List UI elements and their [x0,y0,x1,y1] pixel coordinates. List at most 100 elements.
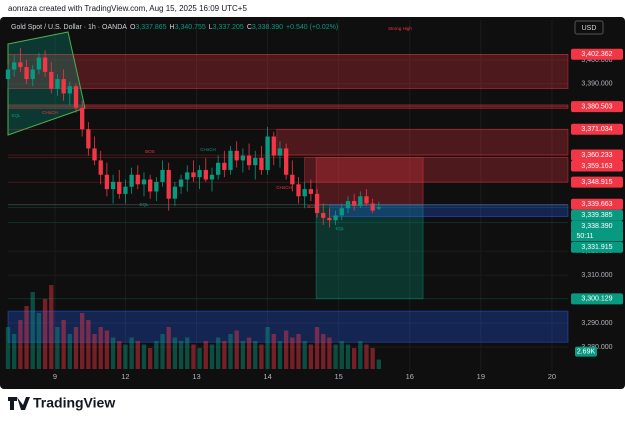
legend-key: L [209,24,213,31]
volume-bar [55,327,60,369]
annotation: BOS [145,149,155,154]
x-tick-label: 14 [263,372,271,381]
chart: 3,280.0003,290.0003,310.0003,320.0003,39… [5,20,623,381]
candle-body [178,179,184,187]
legend-key: O [130,24,136,31]
volume-bar [246,337,252,369]
volume-bar [166,327,171,369]
countdown-bg [571,231,623,242]
candle-body [321,213,326,218]
y-tick-label: 3,280.000 [581,344,612,351]
candle-body [290,174,295,185]
volume-bar [73,327,79,369]
y-tick-label: 3,400.000 [581,57,612,64]
price-label-bg [571,293,623,305]
currency-box [574,20,604,35]
legend-value: 3,340.755 [175,24,206,31]
price-label: 3,359.163 [581,163,612,170]
price-label: 3,339.385 [581,212,612,219]
volume-bar [240,341,246,369]
legend: Gold Spot / U.S. Dollar · 1h · OANDA O 3,3… [11,24,338,31]
volume-bar [80,313,85,369]
candle-body [123,186,128,194]
volume-bar [18,320,23,369]
legend-value: 3,338.390 [252,24,283,31]
candle-body [283,148,289,175]
annotation: CHoCH [276,185,292,190]
volume-bar [209,344,215,369]
volume-bar [314,327,320,369]
candle-body [166,169,171,199]
volume-bar [148,348,153,369]
candle-body [61,79,66,94]
volume-bar [191,344,196,369]
candle-body [364,196,369,204]
candle-body [197,169,202,178]
price-label-bg [571,198,623,210]
volume-bar [327,337,332,369]
candle-body [154,181,159,192]
candle-body [73,86,79,108]
volume-bar [178,341,184,369]
price-label: 3,339.663 [581,201,612,208]
zone [329,204,569,217]
candle-body [129,174,134,187]
credit: aonraza created with TradingView.com, Au… [8,4,247,13]
price-label-bg [571,149,623,161]
annotation: CHoCH [200,147,216,152]
volume-bar [104,330,110,369]
volume-bar [30,292,35,369]
annotation: EQL [139,202,149,207]
candle-body [24,67,29,80]
candle-body [191,172,196,178]
legend-change: +0.540 (+0.02%) [286,24,338,31]
candle-body [271,136,276,156]
annotation: BOS [307,204,317,209]
candle-body [240,155,246,161]
candle-body [30,69,35,80]
volume-bar [302,341,307,369]
price-label-bg [571,209,623,221]
volume-bar [283,330,289,369]
candle-body [5,69,11,80]
x-tick-label: 20 [548,372,556,381]
volume-bar [49,285,54,369]
candle-body [277,148,283,156]
candle-body [203,169,208,180]
price-label-bg [571,241,623,253]
zone [315,157,424,206]
legend-symbol: Gold Spot / U.S. Dollar · 1h · OANDA [11,24,127,31]
volume-bar [67,334,72,369]
candle-body [185,172,190,180]
volume-label-bg [575,346,597,357]
volume-bar [364,344,369,369]
logo: TradingView [8,395,115,411]
chart-panel [0,17,625,389]
candle-body [117,181,122,194]
logo-mark [8,397,30,410]
zone [276,128,569,156]
candle-body [222,162,227,170]
volume-bar [117,341,122,369]
price-label: 3,360.233 [581,152,612,159]
candle-body [86,129,91,149]
y-tick-label: 3,390.000 [581,81,612,88]
candle-body [296,184,301,197]
x-tick-label: 15 [335,372,343,381]
candle-body [339,208,344,216]
annotation: EQL [11,113,21,118]
price-label: 3,300.129 [581,296,612,303]
price-label: 3,380.503 [581,103,612,110]
price-label-bg [571,160,623,172]
candle-body [104,174,110,190]
candle-body [228,150,233,170]
volume-bar [333,344,338,369]
candle-body [215,162,221,175]
trend-channel [7,31,86,136]
legend-value: 3,337.205 [213,24,244,31]
candle-body [259,158,264,170]
price-label: 3,338.390 [581,223,612,230]
brand: TradingView [33,395,115,411]
